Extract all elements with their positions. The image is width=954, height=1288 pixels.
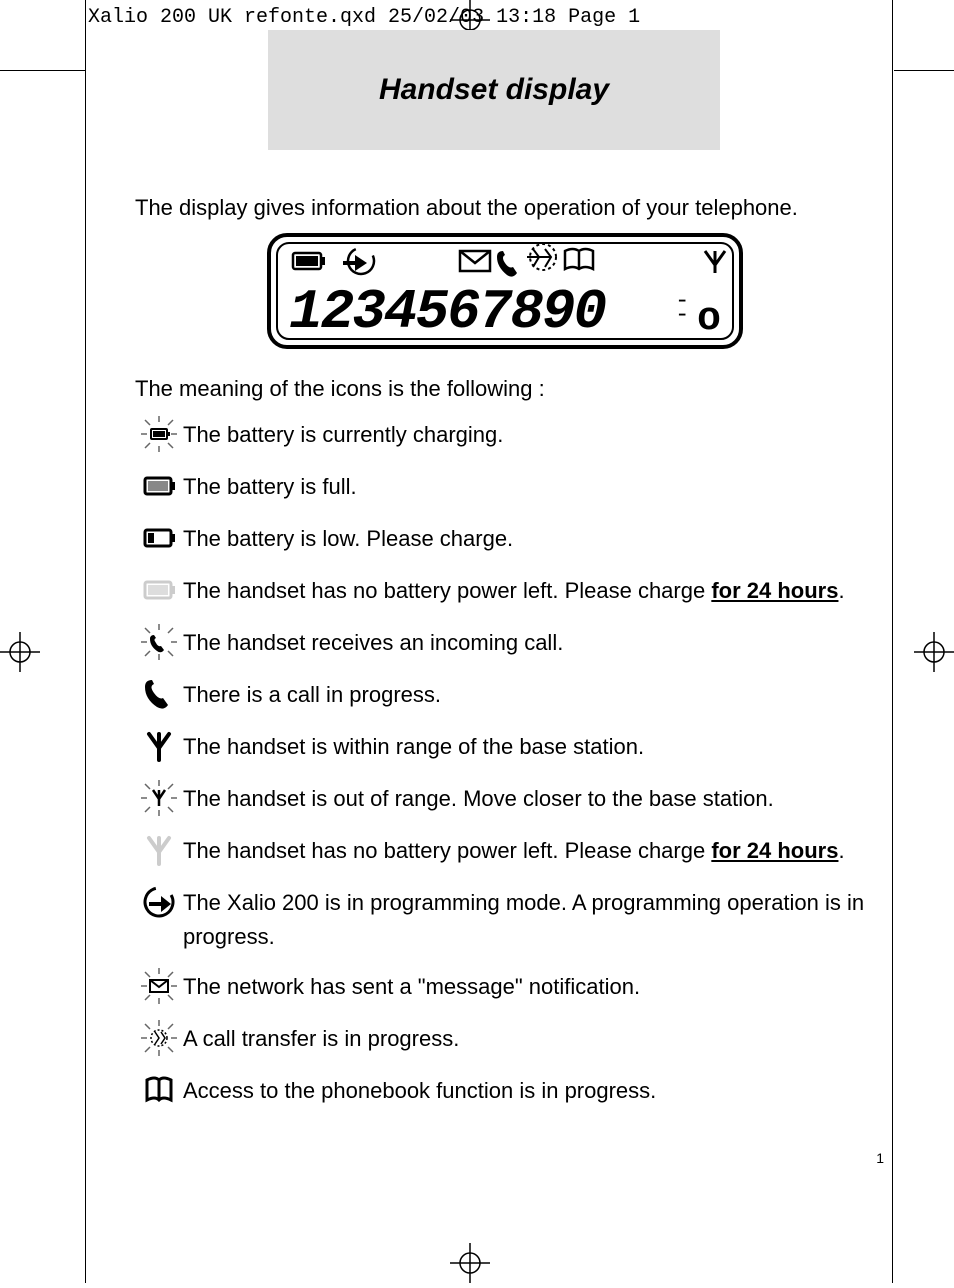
content: The display gives information about the … xyxy=(135,195,875,1122)
incoming-call-icon xyxy=(135,622,183,662)
antenna-icon xyxy=(135,726,183,766)
icon-row: There is a call in progress. xyxy=(135,674,875,714)
icon-row: The battery is currently charging. xyxy=(135,414,875,454)
battery-full-icon xyxy=(135,466,183,506)
title-box: Handset display xyxy=(268,30,720,150)
page: Xalio 200 UK refonte.qxd 25/02/03 13:18 … xyxy=(0,0,954,1283)
registration-mark-icon xyxy=(0,632,40,672)
message-icon xyxy=(135,966,183,1006)
icon-row: The network has sent a "message" notific… xyxy=(135,966,875,1006)
svg-text:-: - xyxy=(675,302,689,329)
icon-row: The battery is low. Please charge. xyxy=(135,518,875,558)
battery-empty-icon xyxy=(135,570,183,610)
file-header: Xalio 200 UK refonte.qxd 25/02/03 13:18 … xyxy=(88,6,640,29)
icon-description: There is a call in progress. xyxy=(183,674,441,712)
phonebook-icon xyxy=(135,1070,183,1110)
transfer-icon xyxy=(135,1018,183,1058)
crop-mark-left xyxy=(85,0,86,1283)
crop-mark-right xyxy=(892,0,893,1283)
icon-list: The battery is currently charging. The ba… xyxy=(135,414,875,1110)
intro-text: The display gives information about the … xyxy=(135,195,875,221)
icon-row: The battery is full. xyxy=(135,466,875,506)
page-number: 1 xyxy=(876,1150,884,1166)
icon-description: The handset is within range of the base … xyxy=(183,726,644,764)
call-progress-icon xyxy=(135,674,183,714)
icon-description: The battery is full. xyxy=(183,466,357,504)
battery-low-icon xyxy=(135,518,183,558)
icon-description: The handset has no battery power left. P… xyxy=(183,570,845,608)
battery-charging-icon xyxy=(135,414,183,454)
icon-description: The handset has no battery power left. P… xyxy=(183,830,845,868)
registration-mark-icon xyxy=(914,632,954,672)
icon-row: A call transfer is in progress. xyxy=(135,1018,875,1058)
icon-row: The handset is within range of the base … xyxy=(135,726,875,766)
icon-description: A call transfer is in progress. xyxy=(183,1018,459,1056)
lcd-digits: 1234567890 xyxy=(289,280,605,344)
page-title: Handset display xyxy=(379,73,609,107)
icon-description: The handset is out of range. Move closer… xyxy=(183,778,774,816)
icon-description: The battery is low. Please charge. xyxy=(183,518,513,556)
icon-row: The handset is out of range. Move closer… xyxy=(135,778,875,818)
programming-icon xyxy=(135,882,183,922)
lcd-display: 1234567890 - - o xyxy=(135,231,875,356)
icons-subheading: The meaning of the icons is the followin… xyxy=(135,376,875,402)
icon-row: Access to the phonebook function is in p… xyxy=(135,1070,875,1110)
icon-description: Access to the phonebook function is in p… xyxy=(183,1070,656,1108)
registration-mark-icon xyxy=(450,1243,490,1283)
icon-row: The handset receives an incoming call. xyxy=(135,622,875,662)
icon-description: The Xalio 200 is in programming mode. A … xyxy=(183,882,875,954)
icon-description: The battery is currently charging. xyxy=(183,414,503,452)
icon-row: The handset has no battery power left. P… xyxy=(135,830,875,870)
icon-description: The handset receives an incoming call. xyxy=(183,622,563,660)
svg-text:o: o xyxy=(697,297,721,342)
antenna-faded-icon xyxy=(135,830,183,870)
icon-row: The handset has no battery power left. P… xyxy=(135,570,875,610)
icon-row: The Xalio 200 is in programming mode. A … xyxy=(135,882,875,954)
icon-description: The network has sent a "message" notific… xyxy=(183,966,640,1004)
antenna-blink-icon xyxy=(135,778,183,818)
